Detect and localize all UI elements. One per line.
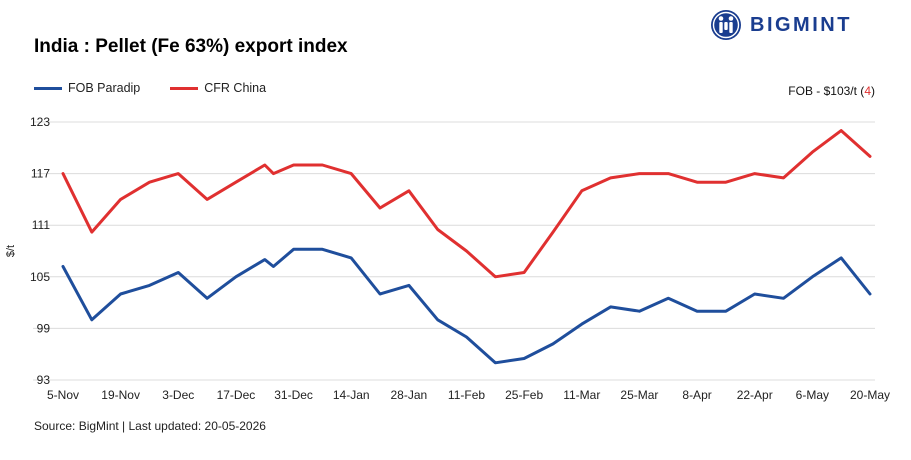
x-tick-label: 19-Nov	[101, 388, 140, 402]
y-axis-label: $/t	[5, 245, 17, 257]
y-tick-label: 111	[32, 218, 51, 232]
price-note: FOB - $103/t (4)	[788, 84, 875, 98]
legend-label-fob-paradip: FOB Paradip	[68, 81, 141, 95]
legend-item-cfr-china: CFR China	[170, 81, 266, 95]
y-tick-label: 105	[30, 270, 50, 284]
brand-logo: BIGMINT	[710, 8, 890, 42]
x-tick-label: 28-Jan	[391, 388, 428, 402]
source-note: Source: BigMint | Last updated: 20-05-20…	[34, 419, 266, 433]
y-tick-label: 99	[37, 321, 51, 335]
legend-label-cfr-china: CFR China	[204, 81, 267, 95]
chart-legend: FOB Paradip CFR China	[34, 81, 296, 95]
y-tick-label: 117	[31, 167, 50, 181]
x-tick-label: 25-Mar	[620, 388, 658, 402]
x-tick-label: 11-Feb	[448, 388, 485, 402]
brand-name: BIGMINT	[750, 13, 852, 36]
legend-swatch-cfr-china	[170, 86, 199, 90]
price-note-suffix: )	[871, 84, 875, 98]
series-line-cfr-china	[61, 129, 872, 279]
x-tick-label: 25-Feb	[505, 388, 543, 402]
chart-title: India : Pellet (Fe 63%) export index	[34, 36, 348, 57]
legend-item-fob-paradip: FOB Paradip	[34, 81, 140, 95]
x-tick-label: 20-May	[850, 388, 890, 402]
legend-swatch-fob-paradip	[34, 86, 62, 90]
price-note-change: 4	[864, 84, 871, 98]
bigmint-logo-icon	[711, 10, 741, 40]
y-tick-label: 93	[37, 373, 51, 387]
x-tick-label: 14-Jan	[333, 388, 370, 402]
x-tick-label: 3-Dec	[162, 388, 194, 402]
series-line-fob-paradip	[61, 247, 872, 365]
x-tick-label: 6-May	[796, 388, 829, 402]
x-tick-label: 5-Nov	[47, 388, 79, 402]
price-note-prefix: FOB - $103/t (	[788, 84, 865, 98]
y-tick-label: 123	[30, 115, 50, 129]
x-tick-label: 17-Dec	[217, 388, 256, 402]
x-tick-label: 11-Mar	[563, 388, 600, 402]
x-tick-label: 8-Apr	[682, 388, 711, 402]
x-tick-label: 22-Apr	[737, 388, 773, 402]
x-tick-label: 31-Dec	[274, 388, 313, 402]
